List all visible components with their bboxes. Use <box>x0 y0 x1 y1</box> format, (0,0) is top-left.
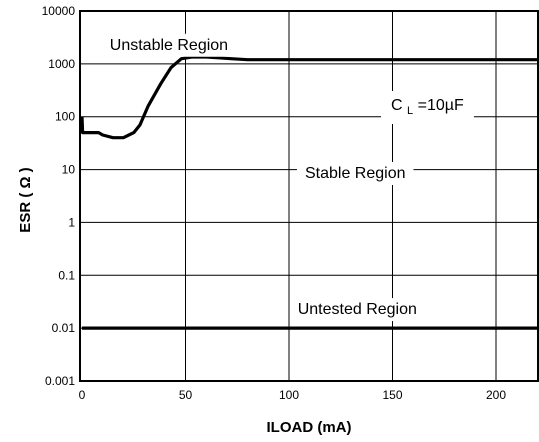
y-tick-label: 1 <box>68 215 75 229</box>
y-axis-title: ESR ( Ω ) <box>17 167 34 232</box>
y-tick-label: 1000 <box>48 57 75 71</box>
x-tick-label: 50 <box>179 388 193 402</box>
cl-label-subscript: L <box>407 105 413 117</box>
x-tick-label: 100 <box>279 388 299 402</box>
y-tick-label: 0.01 <box>52 321 76 335</box>
series-layer <box>80 55 538 330</box>
region-label: Untested Region <box>289 298 425 322</box>
x-axis-title: ILOAD (mA) <box>267 419 352 436</box>
region-labels: Unstable Region Stable Region Untested Reg… <box>101 33 425 322</box>
region-label: Unstable Region <box>101 33 237 57</box>
region-label-bg <box>101 33 237 57</box>
x-tick-label: 0 <box>79 388 86 402</box>
y-tick-label: 10000 <box>42 4 76 18</box>
y-tick-label: 0.001 <box>45 374 75 388</box>
plot-area-border <box>79 10 539 382</box>
cl-label-bg <box>381 91 474 124</box>
y-tick-label: 0.1 <box>58 268 75 282</box>
cl-label: C L =10µF <box>391 97 464 118</box>
region-label-bg <box>289 298 425 322</box>
x-tick-label: 200 <box>486 388 506 402</box>
cl-label-suffix: =10µF <box>418 97 464 114</box>
tick-labels: 0.001 0.01 0.1 1 10 100 1000 10000 0 50 100 150 200 <box>42 4 507 402</box>
region-label-text: Untested Region <box>298 301 417 318</box>
region-label-text: Stable Region <box>305 165 406 182</box>
grid-lines <box>80 11 538 381</box>
cl-label-prefix: C <box>391 97 403 114</box>
y-tick-label: 10 <box>62 163 76 177</box>
region-label-text: Unstable Region <box>110 37 228 54</box>
region-label: Stable Region <box>296 161 414 185</box>
series-stability-boundary <box>80 55 538 140</box>
region-label-bg <box>296 161 414 185</box>
x-tick-label: 150 <box>382 388 402 402</box>
y-tick-label: 100 <box>55 110 75 124</box>
